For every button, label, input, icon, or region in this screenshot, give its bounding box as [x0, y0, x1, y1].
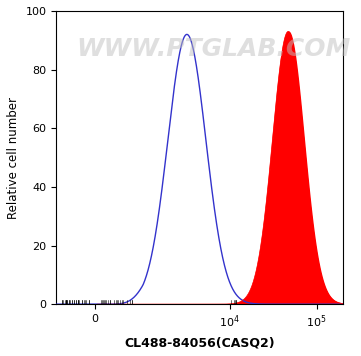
- Text: WWW.PTGLAB.COM: WWW.PTGLAB.COM: [77, 37, 351, 61]
- Y-axis label: Relative cell number: Relative cell number: [7, 96, 20, 219]
- X-axis label: CL488-84056(CASQ2): CL488-84056(CASQ2): [124, 336, 275, 349]
